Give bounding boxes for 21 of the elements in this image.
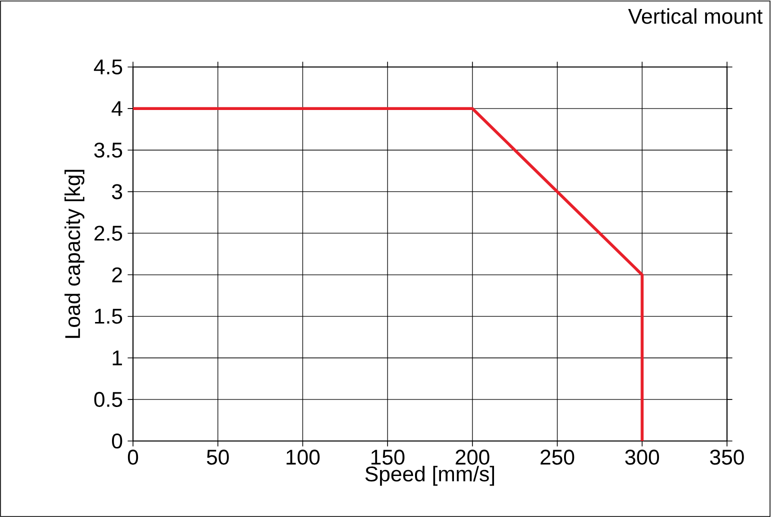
y-tick-label: 4 (112, 101, 122, 116)
text: Vertical mount (628, 8, 763, 24)
y-tick-label: 3 (112, 184, 122, 200)
y-tick-label: 2.5 (94, 226, 122, 241)
x-tick-label: 350 (710, 450, 744, 465)
y-tick-label: 4.5 (94, 60, 122, 74)
y-tick-label: 2 (112, 267, 122, 282)
y-axis-title: Load capacity [kg] (64, 170, 84, 338)
y-tick-label: 1 (112, 350, 122, 366)
x-tick-label: 0 (128, 450, 138, 465)
y-tick-label: 3.5 (94, 142, 122, 158)
x-tick-label: 150 (371, 450, 404, 465)
x-tick-label: 100 (286, 450, 320, 465)
y-tick-label: 1.5 (95, 308, 122, 324)
x-tick-label: 50 (206, 450, 229, 465)
x-axis-title: Speed [mm/s] (365, 466, 494, 486)
x-tick-label: 200 (456, 450, 490, 465)
y-tick-label: 0.5 (94, 392, 122, 407)
x-tick-label: 250 (540, 450, 574, 465)
y-tick-label: 0 (112, 433, 122, 449)
x-tick-label: 300 (625, 450, 660, 465)
